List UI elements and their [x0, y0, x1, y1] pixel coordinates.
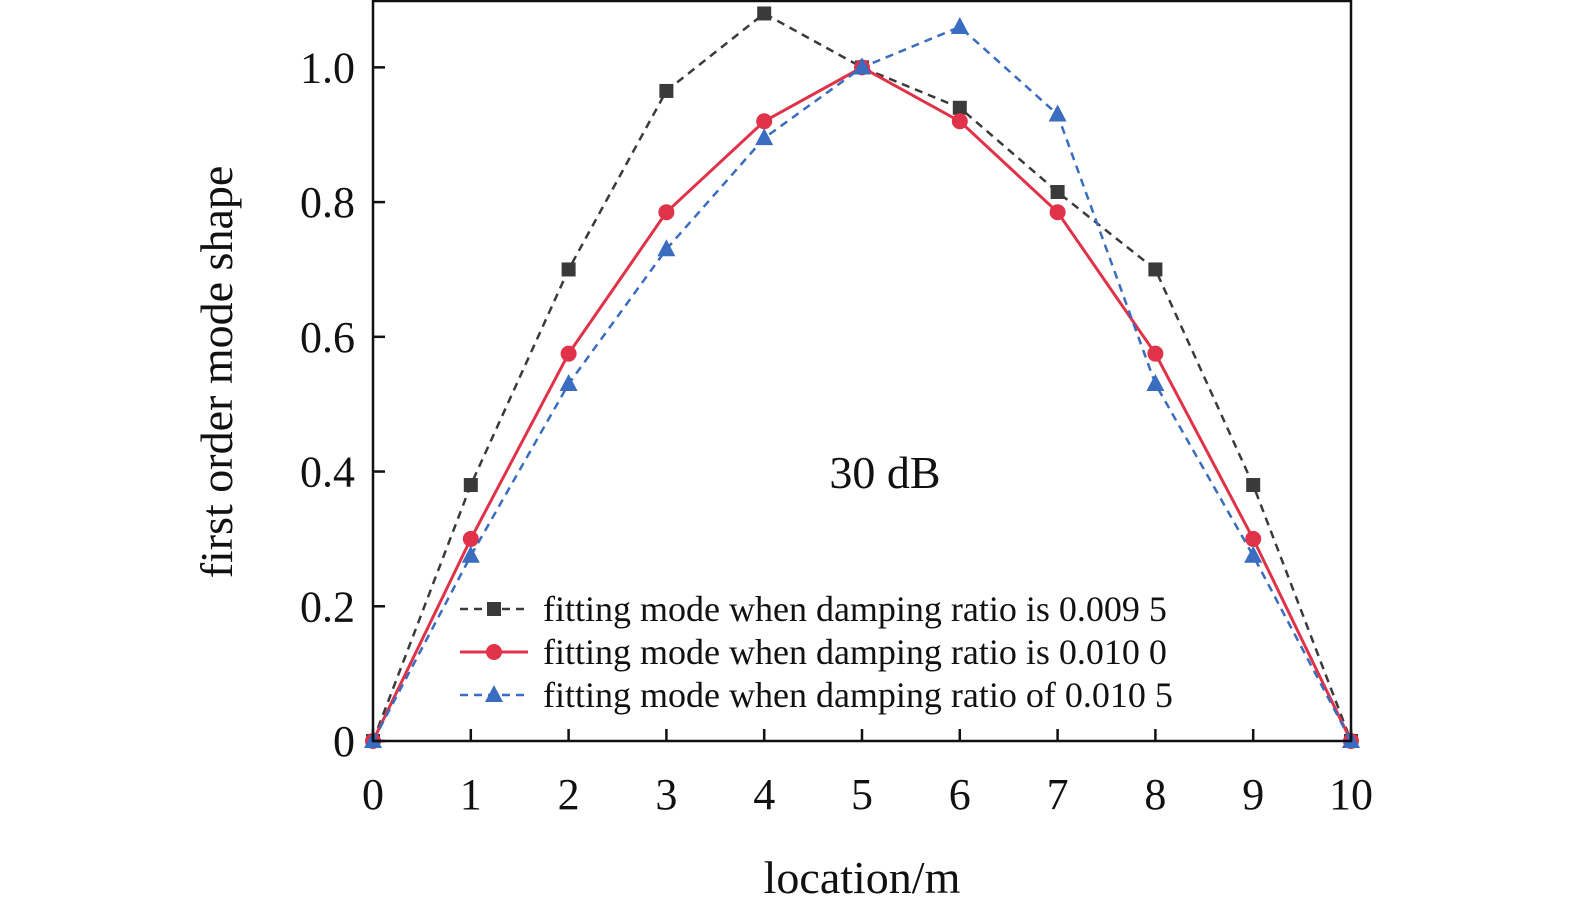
data-point-s3-2 — [559, 373, 578, 391]
data-point-s3-4 — [755, 128, 774, 146]
x-tick-label-5: 5 — [851, 770, 873, 819]
x-tick-label-4: 4 — [753, 770, 775, 819]
data-point-s2-3 — [658, 204, 675, 221]
axes: 0 1 2 3 4 5 6 7 8 9 10 0 0.2 0.4 0.6 0.8 1.0 — [300, 0, 1373, 819]
data-point-s2-2 — [560, 345, 577, 362]
plot-frame — [371, 0, 1353, 743]
data-point-s1-4 — [757, 6, 772, 21]
data-point-s2-1 — [462, 530, 479, 547]
annotation-snr: 30 dB — [829, 447, 940, 498]
series-3 — [364, 16, 1360, 748]
data-point-s3-1 — [461, 545, 480, 563]
y-tick-label-4: 0.8 — [300, 178, 355, 227]
legend-label-2: fitting mode when damping ratio is 0.010… — [543, 632, 1167, 672]
data-point-s1-7 — [1050, 184, 1065, 199]
x-tick-label-0: 0 — [362, 770, 384, 819]
legend-marker-3 — [485, 685, 503, 702]
data-point-s2-8 — [1147, 345, 1164, 362]
y-axis-title: first order mode shape — [191, 166, 242, 579]
x-tick-label-7: 7 — [1047, 770, 1069, 819]
data-point-s1-8 — [1148, 262, 1163, 277]
data-point-s2-4 — [756, 113, 773, 130]
legend-item-3: fitting mode when damping ratio of 0.010… — [460, 675, 1173, 715]
y-tick-label-2: 0.4 — [300, 448, 355, 497]
data-point-s3-6 — [950, 16, 969, 34]
legend-label-3: fitting mode when damping ratio of 0.010… — [543, 675, 1173, 715]
y-tick-label-1: 0.2 — [300, 582, 355, 631]
legend: fitting mode when damping ratio is 0.009… — [460, 589, 1173, 715]
x-tick-label-10: 10 — [1329, 770, 1373, 819]
x-tick-label-1: 1 — [460, 770, 482, 819]
data-point-s1-1 — [463, 478, 478, 493]
data-point-s2-6 — [951, 113, 968, 130]
x-tick-label-6: 6 — [949, 770, 971, 819]
legend-item-1: fitting mode when damping ratio is 0.009… — [460, 589, 1167, 629]
legend-marker-2 — [486, 644, 502, 660]
x-tick-label-3: 3 — [655, 770, 677, 819]
data-point-s3-3 — [657, 239, 676, 257]
y-tick-label-5: 1.0 — [300, 43, 355, 92]
x-tick-label-9: 9 — [1242, 770, 1264, 819]
legend-item-2: fitting mode when damping ratio is 0.010… — [460, 632, 1167, 672]
data-point-s1-3 — [659, 83, 674, 98]
data-point-s3-9 — [1244, 545, 1263, 563]
data-point-s3-8 — [1146, 373, 1165, 391]
data-point-s1-9 — [1246, 478, 1261, 493]
data-point-s3-7 — [1048, 104, 1067, 122]
data-point-s1-6 — [952, 100, 967, 115]
data-point-s2-7 — [1049, 204, 1066, 221]
x-tick-label-2: 2 — [558, 770, 580, 819]
y-tick-label-0: 0 — [333, 717, 355, 766]
plot-area — [364, 6, 1360, 749]
legend-label-1: fitting mode when damping ratio is 0.009… — [543, 589, 1167, 629]
data-point-s3-5 — [853, 57, 871, 75]
x-axis-title: location/m — [764, 852, 961, 903]
y-tick-label-3: 0.6 — [300, 313, 355, 362]
x-tick-label-8: 8 — [1144, 770, 1166, 819]
data-point-s2-9 — [1245, 530, 1262, 547]
series-line-1 — [371, 12, 1353, 742]
data-point-s1-2 — [561, 262, 576, 277]
legend-marker-1 — [487, 602, 501, 616]
